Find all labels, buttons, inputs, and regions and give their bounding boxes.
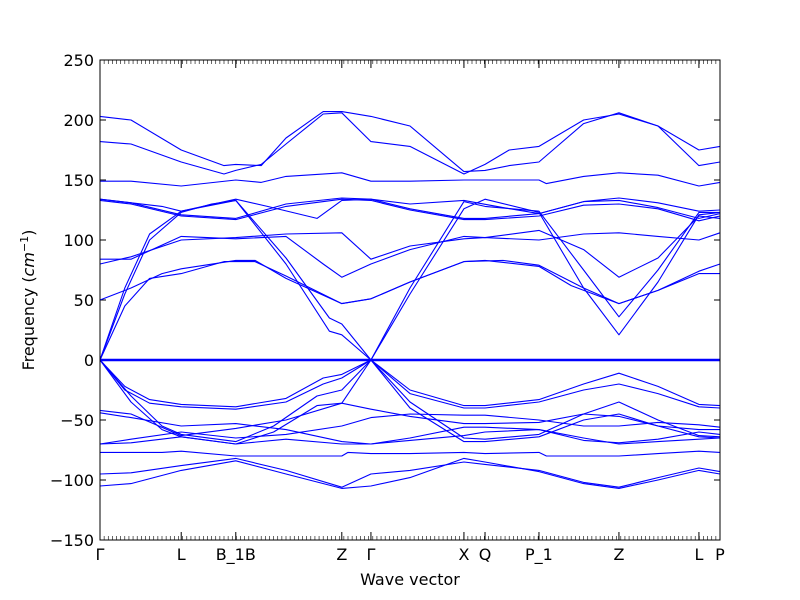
phonon-branch — [99, 359, 721, 408]
y-tick-label: −100 — [50, 471, 94, 490]
phonon-branch — [99, 198, 721, 361]
y-tick-label: −150 — [50, 531, 94, 550]
phonon-branch — [99, 429, 721, 445]
phonon-branch — [99, 413, 721, 445]
y-axis-title: Frequency (cm−1) — [18, 230, 38, 371]
y-tick-label: 50 — [74, 291, 94, 310]
phonon-branch — [99, 197, 721, 219]
x-tick-label: Z — [613, 545, 624, 564]
x-tick-label: X — [458, 545, 469, 564]
phonon-branch — [99, 111, 721, 173]
y-tick-label: 200 — [63, 111, 94, 130]
phonon-branch — [99, 457, 721, 488]
phonon-branch — [99, 112, 721, 175]
x-tick-label: L — [177, 545, 186, 564]
y-axis-title-exp: −1 — [18, 236, 31, 252]
x-tick-labels: Γ L B_1B Z Γ X Q P_1 Z L P — [96, 545, 726, 565]
x-tick-label: P — [715, 545, 725, 564]
phonon-branch — [99, 197, 721, 219]
y-tick-label: 150 — [63, 171, 94, 190]
y-tick-label: 0 — [84, 351, 94, 370]
x-tick-label: Q — [479, 545, 492, 564]
series-layer — [99, 111, 721, 489]
phonon-branch — [100, 172, 721, 187]
phonon-branch — [99, 199, 720, 361]
x-tick-label: Γ — [366, 545, 375, 564]
y-tick-label: 100 — [63, 231, 94, 250]
y-tick-label: −50 — [60, 411, 94, 430]
x-tick-label: Z — [336, 545, 347, 564]
phonon-branch — [100, 450, 721, 457]
y-axis-title-main: Frequency — [19, 288, 38, 371]
phonon-branch — [99, 359, 721, 445]
phonon-branch — [99, 259, 720, 361]
x-tick-label: P_1 — [525, 545, 553, 565]
phonon-branch — [99, 457, 721, 489]
phonon-branch — [99, 359, 721, 443]
phonon-branch — [99, 259, 721, 305]
phonon-branch — [100, 215, 721, 278]
phonon-branch — [99, 412, 721, 445]
tick-layer — [99, 59, 721, 541]
y-tick-label: 250 — [63, 51, 94, 70]
y-axis-title-unit: cm — [19, 252, 38, 276]
y-axis-title-paren: ( — [19, 276, 38, 287]
y-axis-title-close: ) — [19, 230, 38, 236]
x-tick-label: L — [694, 545, 703, 564]
x-tick-label: B_1B — [216, 545, 256, 565]
phonon-branch — [99, 232, 721, 265]
phonon-branch — [99, 198, 721, 222]
y-tick-labels: 250 200 150 100 50 0 −50 −100 −150 — [50, 51, 94, 550]
x-axis-title: Wave vector — [360, 570, 460, 589]
phonon-branch — [99, 359, 721, 410]
plot-frame — [99, 59, 721, 541]
phonon-branch — [99, 402, 720, 437]
x-tick-label: Γ — [96, 545, 105, 564]
